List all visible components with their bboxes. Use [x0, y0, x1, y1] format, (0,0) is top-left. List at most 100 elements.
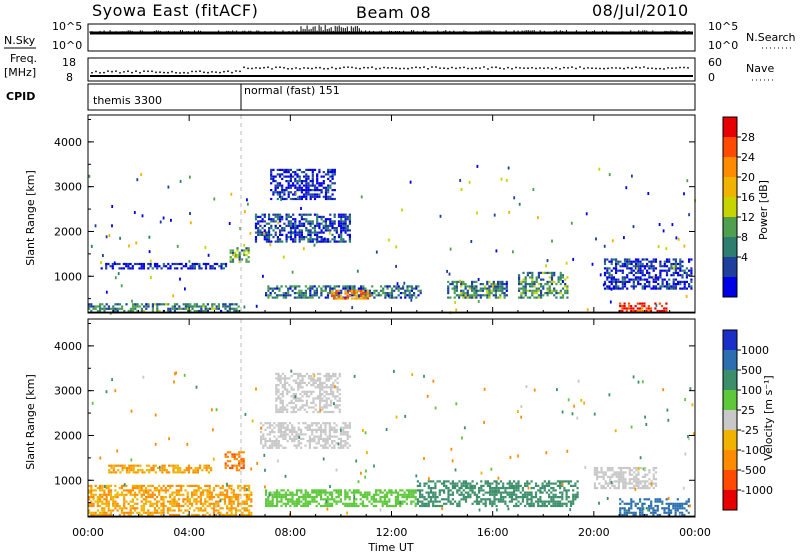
- vel-cell: [375, 504, 378, 508]
- vel-cell: [292, 393, 295, 396]
- power-cell: [329, 220, 332, 223]
- power-cell: [623, 307, 626, 310]
- vel-cell: [301, 386, 304, 389]
- vel-cell: [550, 498, 553, 501]
- power-cell: [555, 283, 558, 286]
- vel-cell: [234, 493, 238, 496]
- vel-cell: [541, 500, 544, 503]
- vel-cell: [94, 484, 97, 487]
- vel-cell: [208, 498, 211, 501]
- vel-cell: [299, 384, 302, 387]
- vel-cell: [90, 484, 93, 487]
- power-cell: [497, 289, 500, 292]
- power-cell: [278, 168, 282, 171]
- power-cell: [233, 309, 236, 313]
- vel-cell: [667, 511, 670, 514]
- vel-cell: [171, 502, 174, 505]
- power-cell: [333, 240, 336, 243]
- power-cell: [294, 233, 297, 236]
- vel-cell: [394, 491, 397, 494]
- vel-cell: [308, 424, 311, 427]
- power-cell: [292, 197, 295, 201]
- vel-cell: [339, 446, 343, 449]
- power-cell: [318, 231, 321, 234]
- power-cell: [654, 307, 657, 310]
- vel-cell: [543, 504, 546, 508]
- power-cell: [373, 296, 376, 299]
- power-cell: [357, 290, 360, 293]
- vel-cell: [320, 493, 323, 496]
- vel-cell: [323, 399, 326, 402]
- vel-cell: [319, 372, 322, 375]
- vel-cell: [277, 372, 280, 375]
- vel-cell: [109, 496, 113, 499]
- power-cell: [344, 231, 347, 234]
- power-cell: [348, 222, 351, 225]
- vel-cell: [265, 504, 268, 508]
- vel-cell: [173, 502, 176, 505]
- power-cell: [103, 307, 106, 310]
- power-cell: [566, 289, 569, 292]
- power-cell: [665, 265, 669, 268]
- power-cell: [265, 236, 268, 239]
- power-cell: [285, 186, 288, 189]
- vel-cell: [151, 484, 154, 487]
- vel-cell: [348, 426, 351, 429]
- vel-cell: [156, 489, 159, 492]
- power-cell: [451, 287, 454, 290]
- vel-cell: [491, 489, 494, 492]
- vel-cell: [319, 384, 322, 387]
- vel-cell: [299, 393, 302, 396]
- vel-cell: [464, 496, 468, 499]
- vel-cell: [292, 388, 295, 391]
- vel-cell: [112, 496, 115, 499]
- vel-cell: [328, 444, 331, 447]
- vel-cell: [230, 500, 233, 503]
- power-cell: [235, 303, 238, 306]
- power-cell: [377, 292, 380, 295]
- power-cell: [296, 189, 299, 192]
- power-cell: [393, 296, 396, 299]
- vel-cell: [379, 500, 382, 503]
- vel-cell: [159, 469, 162, 472]
- vel-cell: [243, 493, 246, 496]
- vel-cell: [291, 498, 294, 501]
- vel-cell: [574, 482, 577, 485]
- power-cell: [657, 283, 660, 286]
- vel-cell: [559, 496, 562, 499]
- vel-cell: [118, 504, 121, 508]
- power-scatter-cell: [492, 284, 494, 288]
- power-scatter-cell: [100, 261, 102, 265]
- vel-cell: [99, 498, 102, 501]
- vel-cell: [301, 377, 304, 380]
- vel-cell: [284, 496, 287, 499]
- power-cell: [674, 287, 677, 290]
- power-cell: [451, 280, 454, 283]
- vel-cell: [567, 489, 570, 492]
- vel-cell: [350, 491, 353, 494]
- power-scatter-cell: [128, 244, 130, 248]
- vel-cell: [210, 493, 213, 496]
- vel-cell: [131, 489, 134, 492]
- power-cell: [287, 168, 290, 171]
- power-cell: [316, 177, 319, 180]
- vel-cell: [596, 478, 599, 481]
- vel-cell: [188, 498, 191, 501]
- vel-cell: [543, 489, 546, 492]
- vel-cell: [434, 487, 437, 490]
- power-scatter-cell: [111, 205, 114, 208]
- power-cell: [309, 240, 312, 243]
- vel-cell: [327, 377, 330, 380]
- vel-cell: [140, 500, 143, 503]
- vel-cell: [147, 513, 150, 517]
- power-cell: [522, 289, 525, 292]
- vel-cell: [107, 500, 110, 503]
- vel-cell: [647, 507, 651, 510]
- vel-cell: [250, 498, 253, 501]
- vel-cell: [160, 511, 163, 514]
- power-scatter-cell: [243, 243, 246, 247]
- vel-cell: [495, 504, 498, 508]
- power-cell: [134, 303, 137, 306]
- vel-cell: [177, 509, 181, 512]
- vel-cell: [282, 437, 285, 440]
